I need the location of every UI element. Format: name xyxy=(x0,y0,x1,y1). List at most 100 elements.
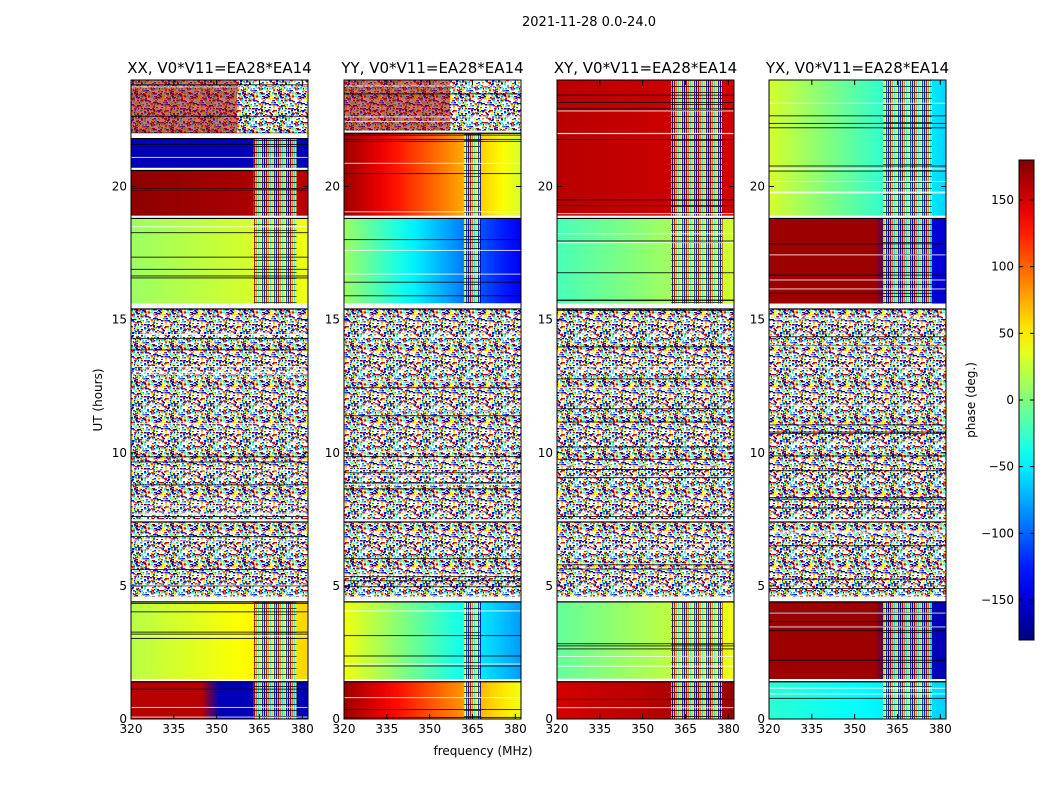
phase-block xyxy=(557,521,734,597)
heatmap-cells xyxy=(557,80,734,719)
time-gap xyxy=(131,303,308,309)
scan-gap xyxy=(344,586,521,588)
scan-gap xyxy=(769,578,946,580)
scan-gap xyxy=(131,461,308,463)
scan-gap xyxy=(769,532,946,534)
scan-gap xyxy=(769,431,946,433)
scan-gap xyxy=(131,505,308,507)
scan-gap xyxy=(344,173,521,175)
scan-gap xyxy=(344,697,521,699)
scan-gap xyxy=(557,205,734,207)
rfi-band xyxy=(253,681,297,719)
y-tick-label: 10 xyxy=(750,446,765,460)
panel-xy: XY, V0*V11=EA28*EA14 320 335 350 365 380 0 5 10 1… xyxy=(538,59,740,736)
scan-gap xyxy=(557,233,734,235)
x-tick-label: 335 xyxy=(375,722,398,736)
scan-gap xyxy=(557,94,734,96)
heatmap-cells xyxy=(131,80,308,719)
scan-gap xyxy=(131,637,308,639)
x-tick-label: 350 xyxy=(631,722,654,736)
scan-gap xyxy=(131,469,308,471)
scan-gap xyxy=(131,349,308,351)
rfi-band xyxy=(671,218,723,304)
phase-block xyxy=(344,681,521,719)
scan-gap xyxy=(769,432,946,434)
scan-gap xyxy=(769,470,946,472)
x-tick-label: 365 xyxy=(886,722,909,736)
scan-gap xyxy=(557,446,734,448)
scan-gap xyxy=(344,580,521,582)
x-tick-label: 380 xyxy=(291,722,314,736)
y-tick-label: 20 xyxy=(112,180,127,194)
panel-title: XY, V0*V11=EA28*EA14 xyxy=(554,59,737,77)
scan-gap xyxy=(769,621,946,623)
y-tick-label: 0 xyxy=(119,712,127,726)
scan-gap xyxy=(131,256,308,258)
rfi-band xyxy=(253,601,297,680)
scan-gap xyxy=(344,140,521,142)
y-tick-label: 20 xyxy=(750,180,765,194)
scan-gap xyxy=(344,663,521,665)
scan-gap xyxy=(557,108,734,110)
scan-gap xyxy=(557,465,734,467)
phase-block xyxy=(769,308,946,520)
phase-block-tint xyxy=(131,80,238,134)
scan-gap xyxy=(557,543,734,545)
scan-gap xyxy=(769,127,946,129)
time-gap xyxy=(557,303,734,309)
rfi-band xyxy=(463,601,482,680)
scan-gap xyxy=(557,272,734,274)
time-gap xyxy=(344,596,521,602)
x-tick-label: 380 xyxy=(717,722,740,736)
scan-gap xyxy=(344,121,521,123)
scan-gap xyxy=(131,569,308,571)
phase-block xyxy=(344,133,521,216)
scan-gap xyxy=(344,93,521,95)
colorbar: −150 −100 −50 0 50 100 150 xyxy=(981,159,1035,641)
scan-gap xyxy=(557,707,734,709)
scan-gap xyxy=(769,455,946,457)
y-tick-label: 10 xyxy=(538,446,553,460)
scan-gap xyxy=(557,458,734,460)
phase-block xyxy=(344,521,521,597)
time-gap xyxy=(131,133,308,139)
scan-gap xyxy=(131,268,308,270)
y-tick-label: 20 xyxy=(325,180,340,194)
colorbar-label: phase (deg.) xyxy=(964,362,978,438)
scan-gap xyxy=(344,281,521,283)
scan-gap xyxy=(131,366,308,368)
scan-gap xyxy=(769,336,946,338)
scan-gap xyxy=(344,574,521,576)
y-tick-label: 15 xyxy=(538,313,553,327)
x-tick-label: 320 xyxy=(120,722,143,736)
scan-gap xyxy=(131,84,308,86)
scan-gap xyxy=(131,516,308,518)
scan-gap xyxy=(557,101,734,103)
scan-gap xyxy=(769,612,946,614)
scan-gap xyxy=(344,610,521,612)
scan-gap xyxy=(557,240,734,242)
scan-gap xyxy=(557,643,734,645)
rfi-band xyxy=(671,80,723,216)
panel-yx: YX, V0*V11=EA28*EA14 320 335 350 365 380 0 5 10 1… xyxy=(750,59,952,736)
time-gap xyxy=(769,303,946,309)
scan-gap xyxy=(557,365,734,367)
y-tick-label: 5 xyxy=(332,579,340,593)
colorbar-tick-label: 50 xyxy=(999,326,1014,340)
scan-gap xyxy=(557,648,734,650)
scan-gap xyxy=(769,630,946,632)
scan-gap xyxy=(344,458,521,460)
scan-gap xyxy=(557,698,734,700)
scan-gap xyxy=(769,626,946,628)
scan-gap xyxy=(557,139,734,141)
plot-frame xyxy=(130,79,309,720)
colorbar-tick-label: −50 xyxy=(989,460,1014,474)
rfi-band xyxy=(883,218,932,304)
y-tick-label: 5 xyxy=(757,579,765,593)
scan-gap xyxy=(344,415,521,417)
scan-gap xyxy=(557,242,734,244)
time-gap xyxy=(344,303,521,309)
y-tick-label: 15 xyxy=(112,313,127,327)
scan-gap xyxy=(131,635,308,637)
time-gap xyxy=(344,130,521,134)
